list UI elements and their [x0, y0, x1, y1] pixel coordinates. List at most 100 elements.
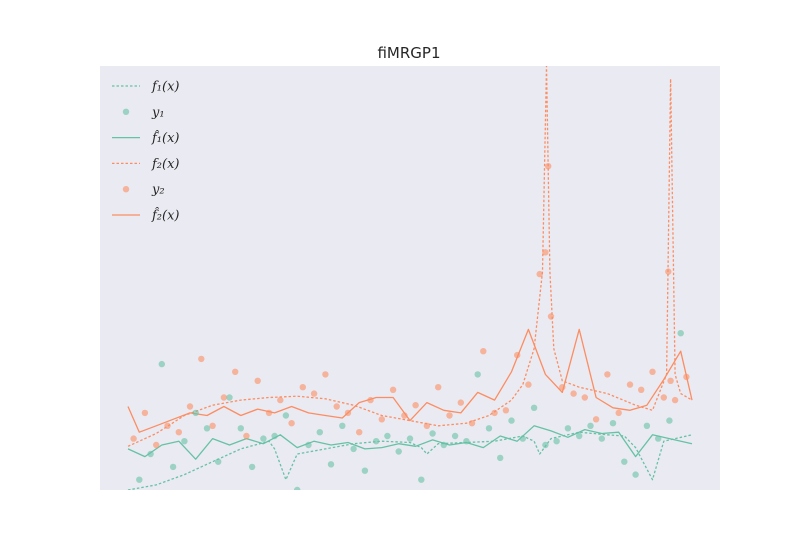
- y2-point: [356, 429, 363, 436]
- y1-point: [316, 429, 323, 436]
- y1-point: [147, 450, 154, 458]
- legend-marker: [122, 108, 130, 116]
- y1-point: [248, 463, 256, 471]
- legend-label: f₂(x): [151, 157, 180, 172]
- y1-point: [655, 435, 662, 442]
- y1-point: [373, 438, 380, 445]
- y2-point: [310, 390, 318, 397]
- y2-point: [198, 355, 205, 363]
- y2-point: [667, 377, 674, 384]
- y2-point: [604, 371, 611, 378]
- y2-point: [581, 394, 588, 401]
- y2-point: [186, 403, 194, 410]
- y1-point: [564, 425, 572, 432]
- y2-point: [243, 432, 250, 440]
- y2-point: [401, 412, 408, 419]
- y2-point: [491, 409, 498, 417]
- y2-point: [277, 396, 284, 404]
- y2-point: [367, 396, 374, 404]
- y2-point: [665, 268, 672, 275]
- y1-point: [237, 425, 244, 432]
- y2-point: [288, 420, 295, 427]
- y1-point: [406, 435, 414, 442]
- y1-point: [136, 476, 143, 483]
- y1-point: [474, 371, 481, 378]
- y1-point: [418, 476, 425, 483]
- y2-point: [220, 394, 228, 401]
- legend-item: y₂: [122, 183, 165, 198]
- y1-point: [609, 420, 617, 427]
- plot-area: [100, 66, 720, 490]
- y1-point: [350, 445, 357, 453]
- y2-point: [615, 409, 622, 417]
- y2-point: [164, 422, 171, 429]
- y2-point: [525, 381, 532, 388]
- y2-point: [570, 390, 577, 397]
- y1-point: [384, 432, 391, 440]
- legend-label: f̂₂(x): [151, 207, 180, 224]
- y1-point: [542, 441, 549, 449]
- chart-title: fiMRGP1: [377, 44, 440, 62]
- legend-item: f₁(x): [112, 80, 180, 95]
- legend-item: f̂₁(x): [112, 129, 180, 146]
- y2-point: [344, 409, 352, 417]
- y1-point: [576, 432, 583, 440]
- y2-point: [265, 409, 273, 417]
- y2-point: [130, 435, 137, 442]
- y1-point: [395, 448, 402, 455]
- y2-point: [480, 348, 487, 355]
- y2-point: [514, 351, 521, 359]
- y1-point: [677, 330, 684, 337]
- y1-point: [463, 438, 470, 445]
- y2-point: [446, 412, 453, 419]
- y1-point: [282, 412, 290, 419]
- y2-point: [542, 249, 549, 256]
- y1-point: [305, 441, 312, 449]
- y2-point: [322, 371, 329, 378]
- y1-point: [519, 435, 526, 442]
- y1-point: [621, 458, 628, 465]
- y1-point: [192, 409, 199, 417]
- y1-point: [429, 430, 436, 437]
- y2-point: [536, 270, 543, 278]
- y2-point: [378, 416, 385, 423]
- y2-point: [638, 386, 645, 393]
- legend-label: y₂: [151, 183, 165, 198]
- f1-hat-line: [127, 425, 693, 460]
- legend-item: f̂₂(x): [112, 207, 180, 224]
- y1-point: [181, 438, 188, 445]
- y1-point: [226, 394, 233, 401]
- y2-point: [141, 409, 149, 417]
- y1-point: [508, 417, 515, 424]
- y1-point: [553, 438, 560, 445]
- y1-point: [215, 458, 222, 465]
- y1-point: [666, 417, 673, 424]
- y1-point: [497, 454, 504, 462]
- y1-point: [271, 432, 278, 440]
- legend-item: f₂(x): [112, 157, 180, 172]
- y1-point: [169, 463, 177, 471]
- y1-point: [632, 471, 639, 478]
- y1-point: [260, 435, 267, 442]
- y1-point: [203, 425, 211, 432]
- legend-label: f₁(x): [151, 80, 180, 95]
- y2-point: [457, 399, 464, 406]
- y1-point: [485, 425, 493, 432]
- f1-true-line: [127, 431, 693, 490]
- y2-point: [254, 377, 261, 384]
- y2-point: [592, 416, 600, 423]
- legend-marker: [122, 186, 130, 193]
- y2-point: [232, 368, 239, 375]
- y2-point: [502, 407, 510, 414]
- y2-point: [545, 163, 552, 170]
- chart-marks: [127, 66, 693, 490]
- y2-point: [435, 384, 442, 391]
- y2-point: [299, 384, 306, 391]
- y1-point: [158, 360, 165, 368]
- y2-point: [683, 373, 690, 381]
- y2-point: [175, 429, 182, 436]
- legend: f₁(x) y₁ f̂₁(x) f₂(x) y₂ f̂₂(x): [112, 80, 180, 224]
- y2-point: [649, 368, 656, 375]
- legend-label: y₁: [151, 105, 165, 120]
